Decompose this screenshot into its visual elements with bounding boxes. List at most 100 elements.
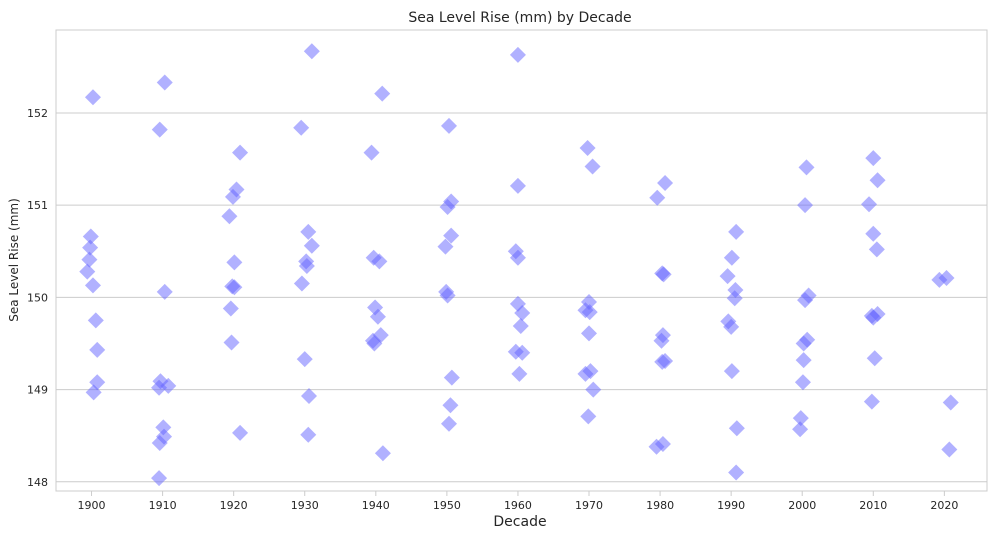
data-point-diamond [585,381,602,398]
x-tick-label: 1950 [433,499,461,512]
x-tick-label: 1910 [149,499,177,512]
data-point-diamond [363,144,380,161]
data-point-diamond [439,199,456,216]
data-point-diamond [89,341,106,358]
data-point-diamond [581,304,598,321]
data-point-diamond [156,283,173,300]
data-point-diamond [443,369,460,386]
x-tick-label: 1980 [646,499,674,512]
data-point-diamond [792,421,809,438]
data-point-diamond [232,144,249,161]
data-point-diamond [723,249,740,266]
y-tick-label: 152 [27,107,48,120]
y-axis-ticks: 148 149 150 151 152 [27,107,48,489]
data-point-diamond [300,426,317,443]
x-tick-label: 1960 [504,499,532,512]
data-point-diamond [82,239,99,256]
grid-lines [56,112,987,483]
data-point-diamond [366,335,383,352]
data-point-diamond [151,470,168,487]
data-point-diamond [84,89,101,106]
data-point-diamond [296,351,313,368]
data-point-diamond [155,419,172,436]
x-tick-label: 1990 [717,499,745,512]
x-tick-label: 2010 [859,499,887,512]
x-tick-label: 1940 [362,499,390,512]
data-point-diamond [868,241,885,258]
data-point-diamond [221,208,238,225]
data-point-diamond [649,189,666,206]
y-axis-label: Sea Level Rise (mm) [7,198,21,322]
data-point-diamond [653,332,670,349]
data-point-diamond [509,177,526,194]
data-point-diamond [580,408,597,425]
data-point-diamond [79,263,96,280]
data-point-diamond [797,197,814,214]
x-tick-label: 1920 [220,499,248,512]
data-point-diamond [371,253,388,270]
data-point-diamond [514,305,531,322]
data-point-diamond [303,43,320,60]
data-point-diamond [224,188,241,205]
y-tick-label: 150 [27,291,48,304]
data-point-diamond [728,223,745,240]
data-points [79,43,959,487]
data-point-diamond [511,365,528,382]
data-point-diamond [795,352,812,369]
y-tick-label: 148 [27,476,48,489]
data-point-diamond [301,388,318,405]
x-tick-label: 2000 [788,499,816,512]
data-point-diamond [941,441,958,458]
data-point-diamond [719,268,736,285]
data-point-diamond [865,309,882,326]
data-point-diamond [441,415,458,432]
data-point-diamond [654,353,671,370]
data-point-diamond [441,117,458,134]
plot-area-frame [55,29,988,492]
data-point-diamond [728,464,745,481]
data-point-diamond [226,279,243,296]
data-point-diamond [942,394,959,411]
x-tick-label: 2020 [930,499,958,512]
data-point-diamond [298,258,315,275]
data-point-diamond [723,318,740,335]
data-point-diamond [87,312,104,329]
x-axis-label: Decade [493,514,546,530]
data-point-diamond [861,196,878,213]
data-point-diamond [369,308,386,325]
data-point-diamond [655,266,672,283]
data-point-diamond [723,363,740,380]
data-point-diamond [223,334,240,351]
data-point-diamond [509,249,526,266]
data-point-diamond [151,121,168,138]
chart-title: Sea Level Rise (mm) by Decade [408,10,631,26]
data-point-diamond [577,365,594,382]
data-point-diamond [865,150,882,167]
x-tick-label: 1930 [291,499,319,512]
data-point-diamond [293,275,310,292]
x-axis-ticks: 1900 1910 1920 1930 1940 1950 1960 1970 1980 1990… [78,491,958,512]
data-point-diamond [442,397,459,414]
data-point-diamond [156,74,173,91]
x-tick-label: 1900 [78,499,106,512]
data-point-diamond [81,251,98,268]
data-point-diamond [300,223,317,240]
data-point-diamond [726,290,743,307]
data-point-diamond [657,175,674,192]
x-tick-label: 1970 [575,499,603,512]
data-point-diamond [584,158,601,175]
data-point-diamond [797,292,814,309]
data-point-diamond [303,237,320,254]
data-point-diamond [648,438,665,455]
data-point-diamond [581,325,598,342]
data-point-diamond [439,287,456,304]
data-point-diamond [512,317,529,334]
y-tick-label: 149 [27,384,48,397]
data-point-diamond [82,228,99,245]
data-point-diamond [514,344,531,361]
data-point-diamond [792,410,809,427]
data-point-diamond [795,335,812,352]
